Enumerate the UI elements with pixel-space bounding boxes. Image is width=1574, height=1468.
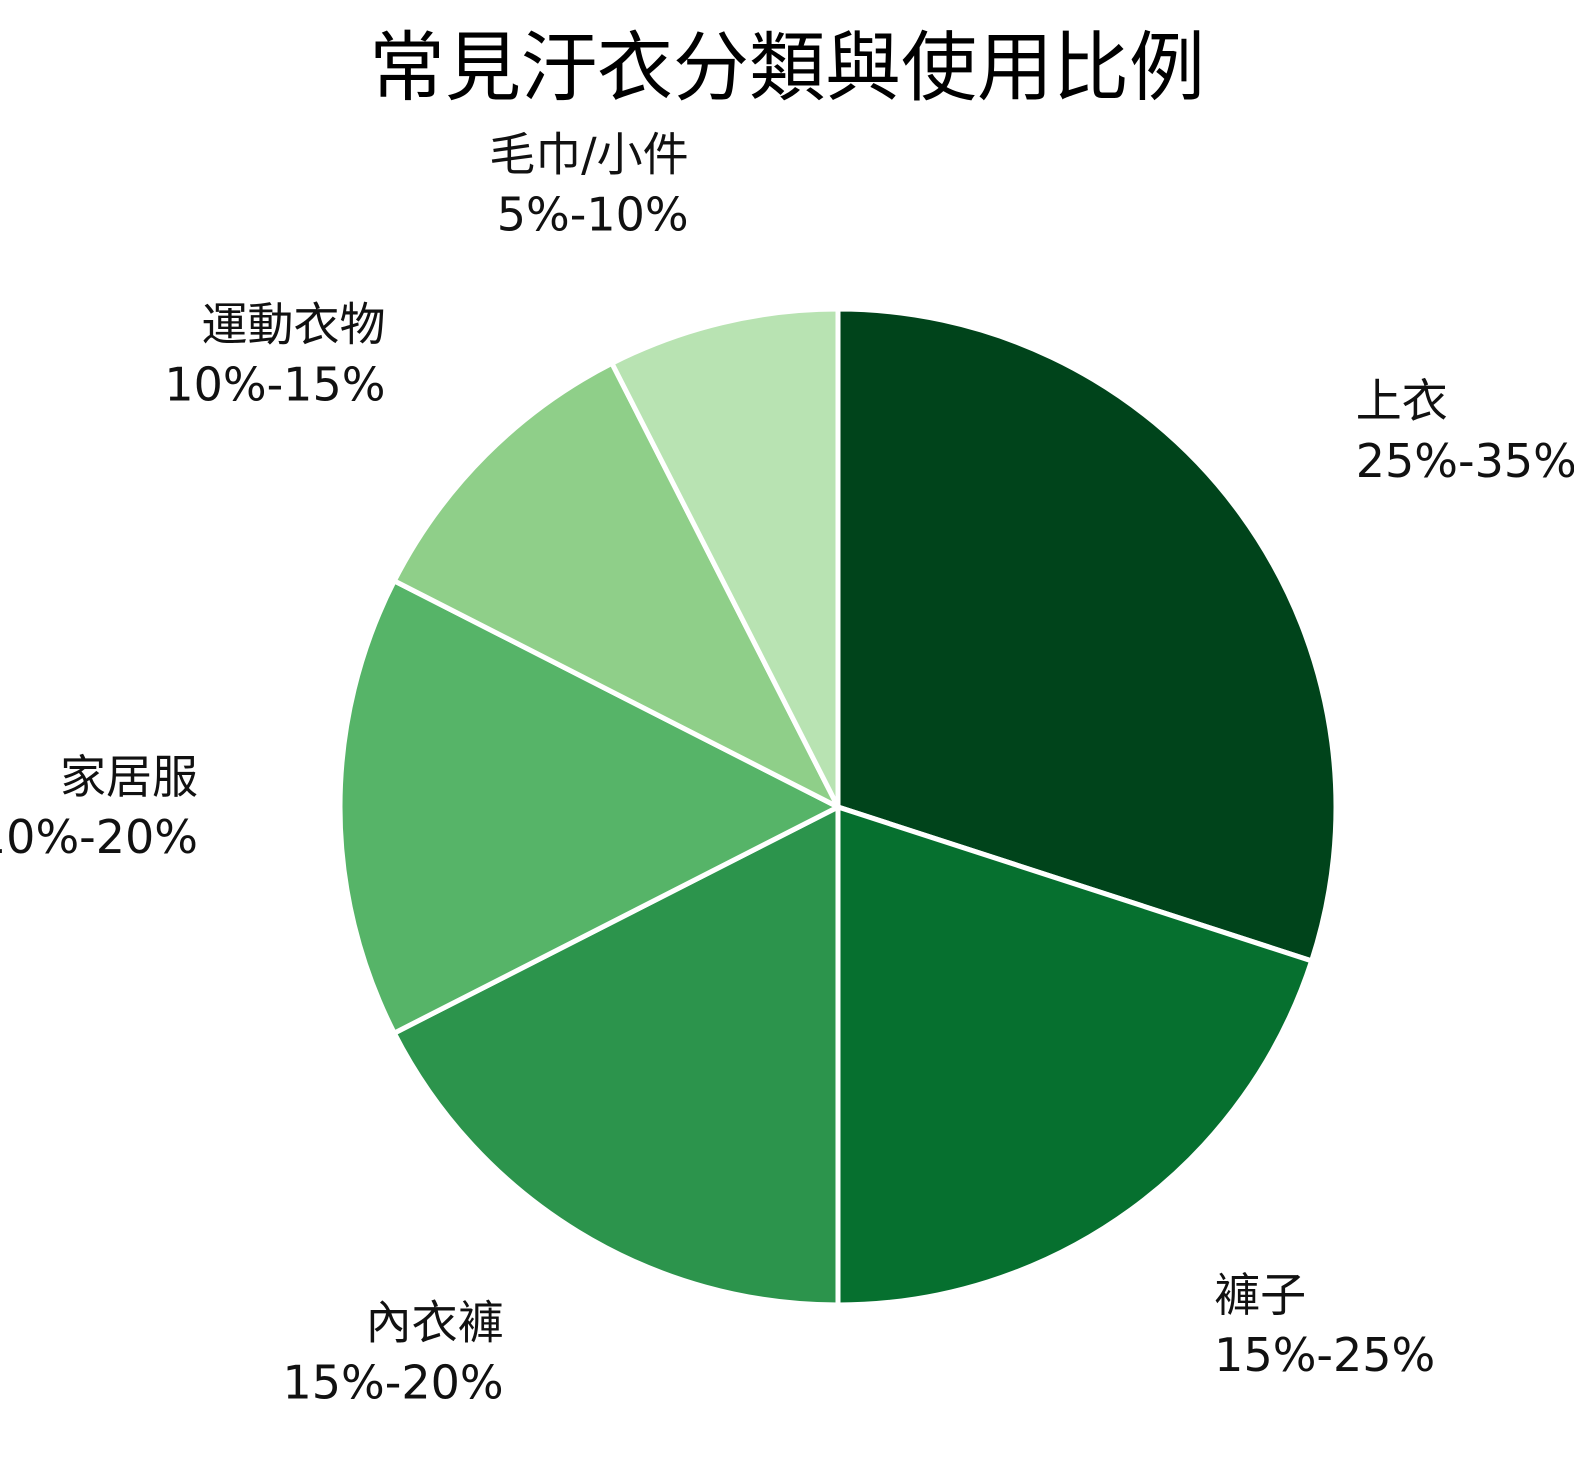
pie-slices — [337, 306, 1339, 1308]
slice-labels: 上衣 25%-35% 褲子 15%-25% 內衣褲 15%-20% 家居服 10%-20% 運動… — [0, 128, 1574, 1410]
slice-category-label: 毛巾/小件 — [489, 128, 689, 182]
chart-title: 常見汙衣分類與使用比例 — [369, 23, 1205, 112]
slice-range-label: 5%-10% — [497, 188, 689, 242]
slice-category-label: 家居服 — [60, 750, 198, 804]
slice-range-label: 25%-35% — [1356, 434, 1574, 488]
slice-range-label: 15%-25% — [1214, 1328, 1435, 1382]
pie-slice — [609, 306, 841, 810]
slice-range-label: 15%-20% — [283, 1356, 504, 1410]
pie-slice — [391, 360, 841, 810]
slice-category-label: 上衣 — [1356, 374, 1448, 428]
slice-range-label: 10%-20% — [0, 810, 198, 864]
slice-category-label: 內衣褲 — [366, 1296, 504, 1350]
pie-slice — [391, 804, 841, 1308]
slice-category-label: 運動衣物 — [201, 297, 385, 351]
pie-slice — [337, 578, 841, 1036]
slice-category-label: 褲子 — [1214, 1268, 1306, 1322]
slice-range-label: 10%-15% — [164, 357, 385, 411]
pie-slice — [835, 804, 1315, 1308]
pie-slice — [835, 306, 1339, 964]
